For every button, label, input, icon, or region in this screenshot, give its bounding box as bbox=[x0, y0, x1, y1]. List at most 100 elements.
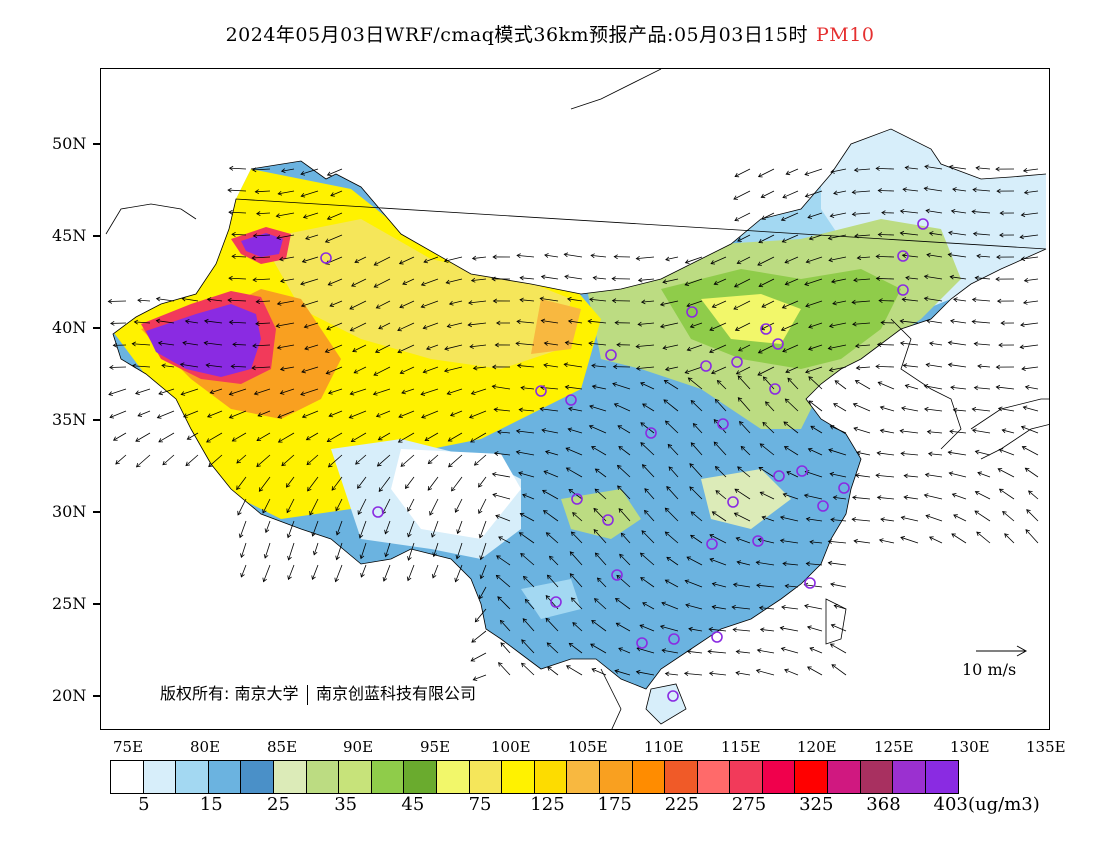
wind-arrow-head bbox=[349, 390, 355, 396]
lon-label-85e: 85E bbox=[267, 738, 298, 756]
vector-scale-label: 10 m/s bbox=[962, 660, 1017, 679]
wind-arrow-head bbox=[923, 383, 929, 389]
wind-arrow bbox=[1025, 467, 1039, 478]
wind-arrow bbox=[644, 488, 655, 500]
wind-arrow-head bbox=[375, 304, 381, 309]
wind-arrow-head bbox=[735, 370, 741, 375]
wind-arrow-head bbox=[784, 281, 790, 286]
wind-arrow bbox=[852, 322, 871, 325]
wind-arrow-head bbox=[495, 514, 500, 519]
wind-arrow bbox=[400, 454, 415, 467]
wind-arrow-head bbox=[976, 531, 981, 537]
wind-arrow-head bbox=[973, 341, 979, 347]
wind-arrow-head bbox=[928, 231, 934, 236]
wind-arrow-head bbox=[516, 319, 521, 325]
wind-arrow-head bbox=[616, 464, 622, 470]
wind-arrow-head bbox=[594, 552, 600, 558]
wind-arrow bbox=[690, 442, 703, 456]
wind-arrow bbox=[331, 476, 343, 491]
wind-arrow bbox=[237, 498, 247, 516]
wind-arrow bbox=[756, 669, 775, 676]
wind-arrow-head bbox=[666, 556, 671, 562]
wind-arrow bbox=[668, 466, 679, 478]
wind-arrow bbox=[950, 276, 967, 280]
wind-arrow-head bbox=[518, 532, 524, 537]
wind-arrow-head bbox=[240, 553, 245, 558]
wind-arrow bbox=[336, 520, 343, 536]
wind-arrow bbox=[397, 344, 415, 353]
wind-arrow bbox=[739, 421, 751, 434]
wind-arrow-head bbox=[923, 296, 929, 302]
wind-arrow bbox=[496, 575, 511, 588]
wind-arrow-head bbox=[253, 390, 259, 396]
wind-arrow bbox=[831, 664, 847, 676]
wind-arrow bbox=[470, 652, 487, 662]
colorbar-swatch bbox=[371, 761, 405, 793]
wind-arrow bbox=[642, 464, 655, 478]
wind-arrow-head bbox=[544, 450, 550, 455]
wind-arrow bbox=[713, 441, 727, 456]
wind-arrow bbox=[401, 388, 415, 394]
wind-arrow-head bbox=[330, 192, 335, 197]
wind-arrow bbox=[590, 643, 607, 654]
wind-arrow-head bbox=[203, 340, 209, 346]
wind-arrow bbox=[903, 364, 919, 368]
wind-arrow-head bbox=[564, 274, 569, 280]
wind-arrow bbox=[240, 542, 247, 558]
wind-arrow bbox=[830, 473, 847, 478]
wind-arrow-head bbox=[709, 326, 715, 332]
wind-arrow bbox=[183, 410, 199, 418]
wind-arrow bbox=[543, 470, 559, 478]
wind-arrow-head bbox=[903, 495, 908, 500]
wind-arrow-head bbox=[953, 514, 958, 519]
wind-arrow-head bbox=[589, 404, 594, 410]
wind-arrow bbox=[782, 300, 799, 309]
wind-arrow bbox=[108, 300, 127, 302]
wind-arrow bbox=[207, 298, 223, 302]
wind-arrow-head bbox=[493, 407, 498, 413]
wind-arrow-head bbox=[998, 448, 1004, 453]
wind-arrow bbox=[565, 342, 583, 346]
wind-arrow-head bbox=[635, 255, 641, 261]
wind-arrow bbox=[830, 425, 847, 434]
wind-arrow-head bbox=[690, 442, 696, 447]
wind-arrow-head bbox=[640, 299, 646, 305]
wind-arrow bbox=[805, 190, 823, 197]
wind-arrow-head bbox=[236, 459, 241, 464]
wind-arrow bbox=[158, 388, 175, 395]
wind-arrow-head bbox=[469, 344, 474, 349]
wind-arrow-head bbox=[491, 384, 497, 390]
wind-arrow-head bbox=[616, 574, 621, 580]
colorbar-tick-label: 25 bbox=[267, 794, 290, 815]
wind-arrow bbox=[544, 342, 559, 346]
wind-arrow bbox=[924, 275, 943, 280]
wind-arrow-head bbox=[664, 507, 670, 513]
wind-arrow-head bbox=[302, 214, 308, 219]
wind-arrow-head bbox=[539, 296, 545, 302]
wind-arrow-head bbox=[182, 340, 187, 346]
wind-arrow-head bbox=[711, 581, 717, 587]
wind-arrow-head bbox=[301, 368, 306, 374]
wind-arrow bbox=[335, 564, 343, 582]
wind-arrow-head bbox=[851, 517, 856, 522]
lat-label-50n: 50N bbox=[52, 134, 87, 153]
wind-arrow-head bbox=[186, 435, 192, 440]
wind-arrow bbox=[421, 278, 439, 286]
wind-arrow bbox=[712, 300, 727, 308]
wind-arrow-head bbox=[373, 261, 379, 266]
wind-arrow-head bbox=[280, 278, 285, 284]
wind-arrow-head bbox=[829, 643, 835, 648]
wind-arrow bbox=[787, 377, 799, 390]
colorbar-tick-label: 5 bbox=[138, 794, 150, 815]
wind-arrow bbox=[785, 398, 799, 412]
wind-arrow-head bbox=[377, 436, 383, 441]
wind-arrow-head bbox=[758, 467, 764, 472]
wind-arrow bbox=[828, 540, 847, 544]
wind-arrow-head bbox=[591, 668, 597, 673]
wind-arrow-head bbox=[357, 484, 362, 489]
wind-arrow bbox=[519, 532, 535, 544]
wind-arrow-head bbox=[804, 171, 810, 176]
wind-arrow bbox=[543, 510, 559, 522]
wind-arrow-head bbox=[500, 642, 505, 647]
wind-arrow bbox=[206, 432, 223, 443]
